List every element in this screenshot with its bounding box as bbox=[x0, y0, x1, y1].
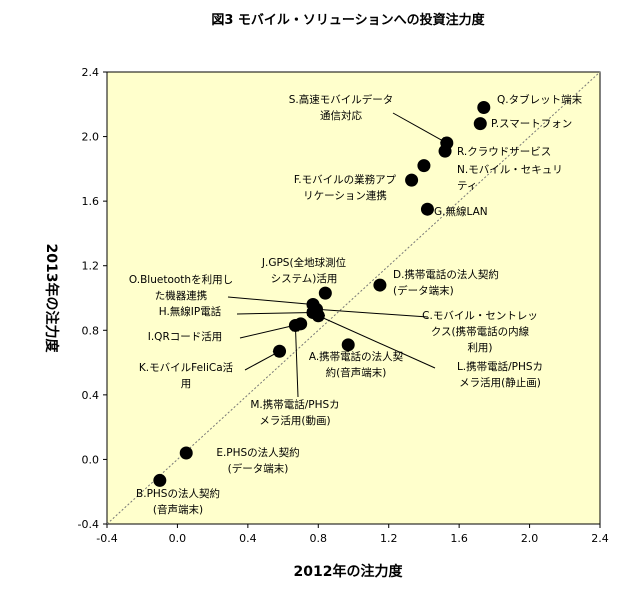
label-M: メラ活用(動画) bbox=[259, 414, 330, 427]
point-R bbox=[438, 144, 452, 158]
point-J bbox=[318, 286, 332, 300]
point-D bbox=[373, 278, 387, 292]
point-P bbox=[473, 117, 487, 131]
chart-title: 図3 モバイル・ソリューションへの投資注力度 bbox=[211, 12, 485, 28]
label-D: D.携帯電話の法人契約 bbox=[393, 268, 499, 281]
point-L bbox=[311, 309, 325, 323]
axis-ticks: -0.4 0.0 0.4 0.8 1.2 1.6 2.0 2.4 -0.4 0.0 0.4 0.8 1.… bbox=[78, 66, 609, 545]
label-C: C.モバイル・セントレッ bbox=[422, 310, 538, 322]
point-F bbox=[405, 173, 419, 187]
arrow-C bbox=[315, 306, 429, 318]
label-E: (データ端末) bbox=[228, 462, 289, 475]
leader-arrows bbox=[227, 112, 448, 398]
label-L: メラ活用(静止画) bbox=[459, 376, 541, 389]
arrow-S bbox=[392, 112, 448, 144]
label-K: K.モバイルFeliCa活 bbox=[139, 362, 234, 374]
label-F: F.モバイルの業務アプ bbox=[294, 173, 397, 186]
label-G: G.無線LAN bbox=[434, 205, 488, 218]
label-D: (データ端末) bbox=[393, 284, 454, 297]
point-B bbox=[153, 473, 167, 487]
label-S: S.高速モバイルデータ bbox=[289, 93, 394, 106]
arrow-H bbox=[236, 309, 315, 317]
y-axis-title: 2013年の注力度 bbox=[43, 244, 60, 354]
x-tick-label: -0.4 bbox=[96, 532, 117, 545]
label-I: I.QRコード活用 bbox=[148, 331, 223, 343]
label-A: 約(音声端末) bbox=[326, 366, 387, 379]
label-C: クス(携帯電話の内線 bbox=[431, 325, 530, 338]
point-A bbox=[341, 338, 355, 352]
x-tick-label: 0.0 bbox=[169, 532, 187, 545]
y-tick-label: 0.0 bbox=[82, 453, 100, 466]
label-E: E.PHSの法人契約 bbox=[216, 446, 299, 459]
y-tick-label: 1.2 bbox=[82, 260, 100, 273]
label-N: ティ bbox=[457, 180, 477, 192]
x-tick-label: 1.2 bbox=[380, 532, 398, 545]
x-tick-label: 1.6 bbox=[450, 532, 468, 545]
point-N bbox=[417, 159, 431, 173]
arrow-M bbox=[292, 324, 300, 398]
label-B: (音声端末) bbox=[153, 503, 203, 516]
label-L: L.携帯電話/PHSカ bbox=[457, 360, 543, 373]
x-axis-title: 2012年の注力度 bbox=[294, 563, 404, 580]
arrow-L bbox=[317, 315, 436, 369]
label-H: H.無線IP電話 bbox=[159, 305, 222, 318]
label-A: A.携帯電話の法人契 bbox=[309, 350, 404, 363]
label-M: M.携帯電話/PHSカ bbox=[250, 398, 339, 411]
label-B: B.PHSの法人契約 bbox=[136, 487, 220, 500]
y-tick-label: -0.4 bbox=[78, 518, 99, 531]
label-K: 用 bbox=[181, 378, 192, 390]
point-M bbox=[288, 318, 302, 332]
label-R: R.クラウドサービス bbox=[457, 146, 551, 158]
y-tick-label: 0.4 bbox=[82, 389, 100, 402]
label-F: リケーション連携 bbox=[303, 189, 387, 202]
y-tick-label: 0.8 bbox=[82, 324, 100, 337]
label-C: 利用) bbox=[467, 342, 492, 354]
label-O: た機器連携 bbox=[155, 289, 208, 302]
y-tick-label: 2.4 bbox=[82, 66, 100, 79]
point-Q bbox=[477, 101, 491, 115]
arrow-K bbox=[244, 350, 281, 371]
label-J: システム)活用 bbox=[271, 273, 338, 285]
label-N: N.モバイル・セキュリ bbox=[457, 164, 563, 176]
point-G bbox=[420, 202, 434, 216]
diagonal-line bbox=[106, 71, 601, 525]
point-E bbox=[179, 446, 193, 460]
y-tick-label: 1.6 bbox=[82, 195, 100, 208]
y-tick-label: 2.0 bbox=[82, 131, 100, 144]
x-tick-label: 2.4 bbox=[591, 532, 609, 545]
data-points bbox=[153, 101, 491, 487]
label-Q: Q.タブレット端末 bbox=[497, 93, 583, 106]
label-P: P.スマートフォン bbox=[491, 118, 572, 130]
x-tick-label: 2.0 bbox=[521, 532, 539, 545]
point-K bbox=[273, 344, 287, 358]
x-tick-label: 0.8 bbox=[310, 532, 328, 545]
arrow-O bbox=[227, 296, 314, 308]
label-S: 通信対応 bbox=[320, 109, 362, 122]
label-O: O.Bluetoothを利用し bbox=[129, 274, 233, 286]
label-J: J.GPS(全地球測位 bbox=[261, 256, 347, 269]
x-tick-label: 0.4 bbox=[239, 532, 257, 545]
